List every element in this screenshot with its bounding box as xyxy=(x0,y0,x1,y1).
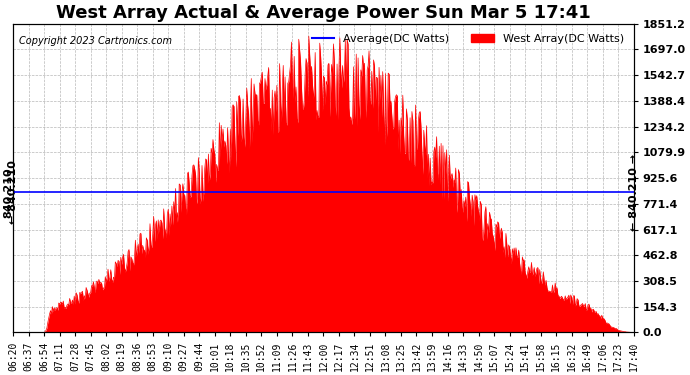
Text: ← 840.210: ← 840.210 xyxy=(8,160,18,224)
Title: West Array Actual & Average Power Sun Mar 5 17:41: West Array Actual & Average Power Sun Ma… xyxy=(56,4,591,22)
Text: Copyright 2023 Cartronics.com: Copyright 2023 Cartronics.com xyxy=(19,36,172,46)
Text: 840.210: 840.210 xyxy=(3,167,14,218)
Text: ← 840.210 →: ← 840.210 → xyxy=(629,154,639,231)
Legend: Average(DC Watts), West Array(DC Watts): Average(DC Watts), West Array(DC Watts) xyxy=(308,29,628,48)
